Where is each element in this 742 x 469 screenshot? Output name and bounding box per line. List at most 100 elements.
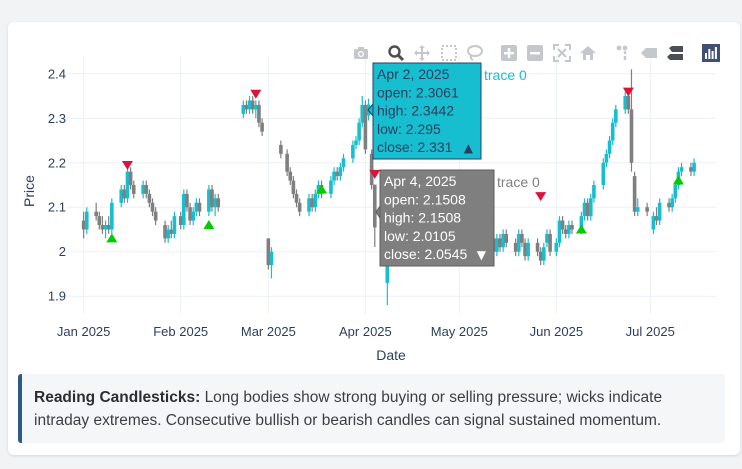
candle[interactable] (144, 180, 149, 199)
candle[interactable] (610, 118, 615, 145)
candle[interactable] (197, 198, 202, 217)
candle[interactable] (689, 162, 693, 177)
candle[interactable] (313, 189, 318, 212)
candle[interactable] (84, 207, 89, 234)
candle[interactable] (213, 193, 217, 217)
box-select-icon[interactable] (440, 44, 458, 62)
candle[interactable] (548, 229, 552, 257)
candle[interactable] (632, 171, 637, 217)
candle[interactable] (172, 211, 177, 239)
candle[interactable] (495, 233, 499, 257)
candle[interactable] (560, 216, 565, 234)
candle[interactable] (241, 100, 246, 119)
zoom-in-icon[interactable] (500, 44, 518, 62)
candle[interactable] (629, 69, 634, 172)
candle[interactable] (607, 136, 612, 159)
candle[interactable] (247, 96, 252, 114)
candle[interactable] (178, 211, 183, 230)
candle[interactable] (369, 149, 374, 190)
candle[interactable] (169, 220, 174, 239)
candle[interactable] (254, 100, 258, 119)
candle[interactable] (338, 162, 343, 181)
candle[interactable] (257, 100, 261, 128)
lasso-select-icon[interactable] (466, 44, 484, 62)
candle[interactable] (604, 149, 609, 168)
candle[interactable] (163, 220, 167, 243)
candle[interactable] (501, 229, 505, 252)
candle[interactable] (119, 185, 124, 208)
candle[interactable] (147, 189, 152, 208)
candle[interactable] (679, 162, 684, 177)
candle[interactable] (614, 104, 618, 128)
candle[interactable] (570, 220, 574, 234)
candle[interactable] (266, 238, 271, 270)
candle[interactable] (97, 211, 102, 230)
candle[interactable] (341, 153, 346, 172)
candle[interactable] (94, 202, 98, 221)
candle[interactable] (523, 238, 527, 261)
candle[interactable] (216, 193, 221, 212)
plotly-logo-icon[interactable] (702, 44, 720, 62)
candle[interactable] (513, 238, 518, 257)
candle[interactable] (582, 198, 587, 221)
zoom-icon[interactable] (387, 44, 405, 62)
candle[interactable] (310, 193, 314, 212)
candle[interactable] (194, 198, 199, 217)
candle[interactable] (185, 189, 189, 212)
camera-icon[interactable] (352, 44, 370, 62)
candle[interactable] (329, 176, 333, 199)
candle[interactable] (122, 185, 127, 203)
candle[interactable] (585, 198, 590, 221)
candle[interactable] (498, 233, 502, 252)
candle[interactable] (372, 184, 377, 248)
spike-lines-icon[interactable] (613, 44, 631, 62)
candle[interactable] (141, 180, 145, 199)
candle[interactable] (279, 140, 283, 159)
candle[interactable] (657, 198, 662, 226)
candle[interactable] (103, 220, 108, 239)
candle[interactable] (538, 247, 543, 266)
candle[interactable] (244, 100, 249, 114)
candle[interactable] (153, 207, 158, 226)
candle[interactable] (332, 167, 336, 185)
candle[interactable] (623, 91, 628, 114)
candle[interactable] (182, 189, 186, 230)
candle[interactable] (357, 118, 361, 145)
candle[interactable] (504, 229, 509, 248)
candle[interactable] (557, 216, 562, 248)
candle[interactable] (363, 100, 368, 154)
candle[interactable] (269, 247, 274, 279)
candle[interactable] (692, 158, 696, 177)
candle[interactable] (81, 211, 86, 239)
zoom-out-icon[interactable] (526, 44, 544, 62)
candle[interactable] (128, 167, 133, 190)
hover-compare-icon[interactable] (666, 44, 684, 62)
candle[interactable] (288, 167, 293, 185)
candle[interactable] (567, 220, 571, 239)
candle[interactable] (307, 193, 311, 217)
candle[interactable] (542, 242, 546, 266)
candle[interactable] (106, 216, 111, 234)
candle[interactable] (651, 211, 656, 234)
candle[interactable] (592, 180, 596, 203)
candle[interactable] (354, 136, 358, 150)
candle[interactable] (131, 180, 136, 199)
candle[interactable] (563, 225, 568, 239)
candle[interactable] (654, 207, 659, 226)
candle[interactable] (601, 158, 606, 190)
candle[interactable] (100, 216, 105, 234)
reset-axes-icon[interactable] (579, 44, 597, 62)
candle[interactable] (285, 149, 289, 177)
candle[interactable] (588, 193, 593, 221)
candle[interactable] (351, 140, 355, 163)
candle[interactable] (667, 198, 671, 212)
candle[interactable] (335, 167, 340, 181)
candle[interactable] (260, 118, 264, 137)
candle[interactable] (645, 202, 649, 217)
candle[interactable] (207, 185, 211, 217)
candle[interactable] (635, 198, 640, 217)
candle[interactable] (297, 198, 302, 217)
candle[interactable] (166, 225, 170, 243)
candle[interactable] (210, 185, 214, 212)
